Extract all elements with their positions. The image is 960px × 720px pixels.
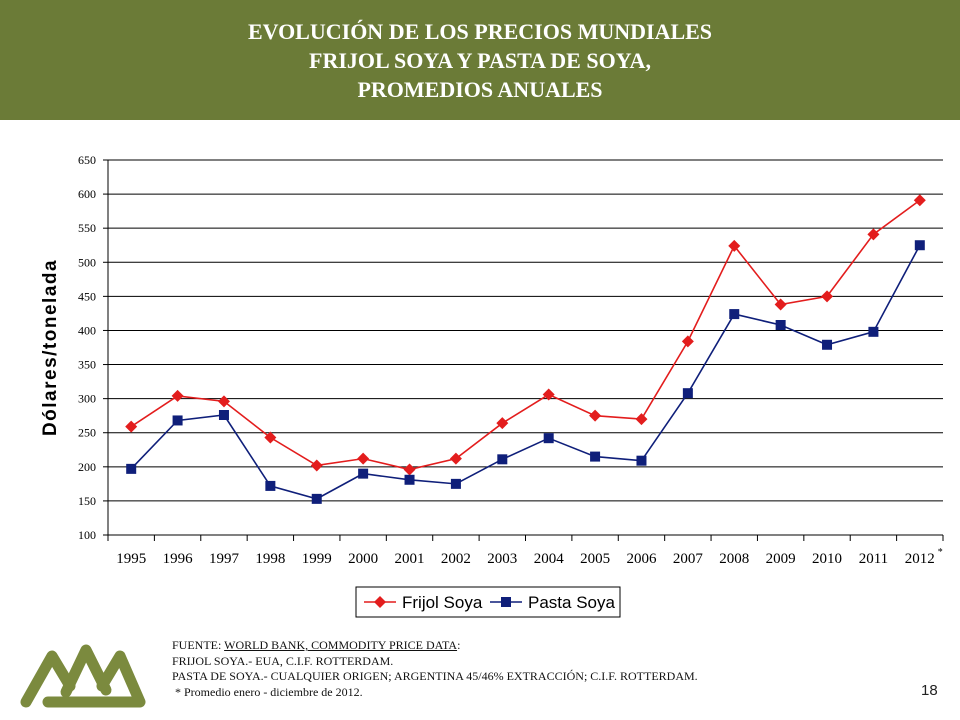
frijol-point — [357, 452, 370, 465]
x-tick-label: 2003 — [487, 551, 517, 567]
title-banner: EVOLUCIÓN DE LOS PRECIOS MUNDIALES FRIJO… — [0, 0, 960, 120]
y-tick-label: 250 — [78, 426, 96, 440]
frijol-point — [310, 459, 323, 472]
frijol-point — [217, 395, 230, 408]
pasta-point — [729, 309, 740, 320]
source-suffix: : — [457, 638, 461, 652]
frijol-point — [589, 409, 602, 422]
pasta-point — [358, 468, 369, 479]
frijol-point — [774, 298, 787, 311]
pasta-point — [126, 463, 137, 474]
x-tick-label: 2011 — [859, 551, 888, 567]
pasta-line — [130, 244, 921, 500]
y-tick-label: 300 — [78, 392, 96, 406]
y-tick-label: 500 — [78, 255, 96, 269]
x-tick-label: 1997 — [209, 551, 240, 567]
x-tick-label: 1996 — [163, 551, 194, 567]
frijol-line — [130, 199, 921, 471]
pasta-point — [775, 320, 786, 330]
x-tick-label: 2010 — [812, 551, 842, 567]
x-tick-label: 2006 — [626, 551, 657, 567]
source-footnote: * Promedio enero - diciembre de 2012. — [175, 684, 363, 699]
pasta-point — [590, 451, 601, 462]
frijol-point — [374, 596, 386, 608]
y-tick-label: 450 — [78, 289, 96, 303]
y-tick-label: 100 — [78, 528, 96, 542]
x-tick-label: 2001 — [395, 551, 425, 567]
y-tick-label: 550 — [78, 221, 96, 235]
frijol-point — [125, 420, 138, 433]
title-line-2: FRIJOL SOYA Y PASTA DE SOYA, — [309, 47, 651, 73]
frijol-point — [542, 388, 555, 401]
y-tick-label: 600 — [78, 187, 96, 201]
frijol-point — [867, 228, 880, 241]
pasta-point — [822, 339, 833, 350]
pasta-point — [636, 455, 647, 466]
source-line-1: FUENTE: WORLD BANK, COMMODITY PRICE DATA… — [172, 638, 832, 654]
source-link[interactable]: WORLD BANK, COMMODITY PRICE DATA — [224, 638, 458, 652]
x-tick-label: 2004 — [534, 551, 565, 567]
x-tick-label: 1998 — [255, 551, 285, 567]
x-tick-label: 2009 — [766, 551, 796, 567]
y-tick-label: 200 — [78, 460, 96, 474]
pasta-point — [543, 433, 554, 444]
source-note: FUENTE: WORLD BANK, COMMODITY PRICE DATA… — [172, 638, 832, 700]
frijol-point — [171, 389, 184, 402]
frijol-point — [264, 431, 277, 444]
logo-peak-right — [42, 650, 146, 708]
legend: Frijol Soya Pasta Soya — [355, 586, 621, 618]
x-tick-label: 2008 — [719, 551, 749, 567]
legend-label-frijol: Frijol Soya — [402, 593, 483, 612]
series-pasta-soya — [126, 240, 925, 504]
y-tick-label: 150 — [78, 494, 96, 508]
pasta-point — [868, 326, 879, 337]
y-axis-title: Dólares/tonelada — [40, 259, 61, 436]
pasta-point — [311, 493, 322, 504]
frijol-point — [728, 239, 741, 252]
y-tick-label: 650 — [78, 153, 96, 167]
pasta-point — [501, 597, 511, 607]
x-tick-label: 2012 — [905, 551, 935, 567]
title-line-3: PROMEDIOS ANUALES — [357, 76, 603, 102]
frijol-point — [496, 417, 509, 430]
y-tick-label: 400 — [78, 323, 96, 337]
frijol-point — [449, 452, 462, 465]
source-prefix: FUENTE: — [172, 638, 225, 652]
logo-peak-middle — [60, 644, 112, 698]
legend-label-pasta: Pasta Soya — [528, 593, 615, 612]
legend-box — [355, 586, 621, 618]
y-tick-label: 350 — [78, 358, 96, 372]
pasta-point — [497, 454, 508, 465]
source-line-2: FRIJOL SOYA.- EUA, C.I.F. ROTTERDAM. — [172, 653, 394, 668]
x-tick-label: 2005 — [580, 551, 610, 567]
organization-logo — [20, 644, 146, 708]
frijol-point — [403, 463, 416, 476]
line-chart: 100 150 200 250 300 350 400 450 500 550 600 650 1995… — [40, 153, 944, 618]
source-line-3: PASTA DE SOYA.- CUALQUIER ORIGEN; ARGENT… — [172, 669, 698, 683]
series-frijol-soya — [125, 194, 926, 476]
pasta-point — [218, 410, 229, 420]
pasta-point — [450, 478, 461, 489]
x-tick-label: 2002 — [441, 551, 471, 567]
x-tick-label: 2000 — [348, 551, 378, 567]
frijol-point — [681, 335, 694, 348]
pasta-point — [404, 474, 415, 485]
pasta-point — [265, 480, 276, 491]
x-tick-asterisk: * — [938, 547, 943, 558]
title-line-1: EVOLUCIÓN DE LOS PRECIOS MUNDIALES — [247, 18, 713, 44]
pasta-point — [914, 240, 925, 251]
x-tick-label: 1995 — [116, 551, 146, 567]
page-number: 18 — [921, 682, 938, 699]
logo-peak-left — [20, 650, 76, 708]
frijol-point — [635, 413, 648, 426]
x-tick-label: 1999 — [302, 551, 332, 567]
pasta-point — [682, 388, 693, 399]
frijol-point — [821, 290, 834, 303]
frijol-point — [913, 194, 926, 207]
x-tick-label: 2007 — [673, 551, 704, 567]
pasta-point — [172, 415, 183, 426]
